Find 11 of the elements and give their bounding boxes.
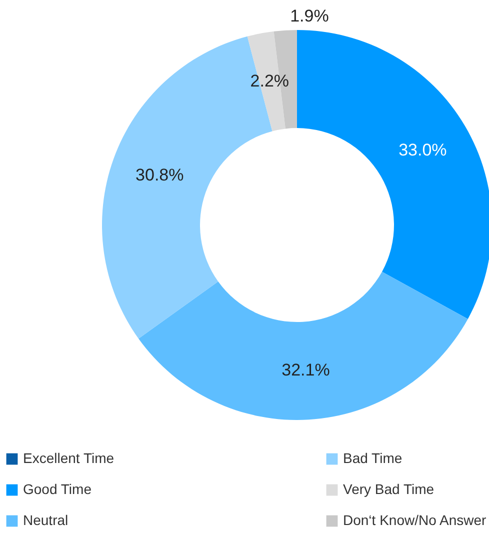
legend-label: Neutral [23,512,68,528]
data-label: 30.8% [136,166,184,185]
data-label: 2.2% [250,72,290,91]
data-label: 33.0% [398,140,447,160]
legend-label: Very Bad Time [343,481,434,497]
data-label: 32.1% [282,360,330,380]
legend-label: Bad Time [343,450,402,466]
data-label: 1.9% [290,6,329,26]
legend-label: Don‘t Know/No Answer [343,512,487,528]
legend-label: Excellent Time [23,450,114,466]
legend-label: Good Time [23,481,92,497]
